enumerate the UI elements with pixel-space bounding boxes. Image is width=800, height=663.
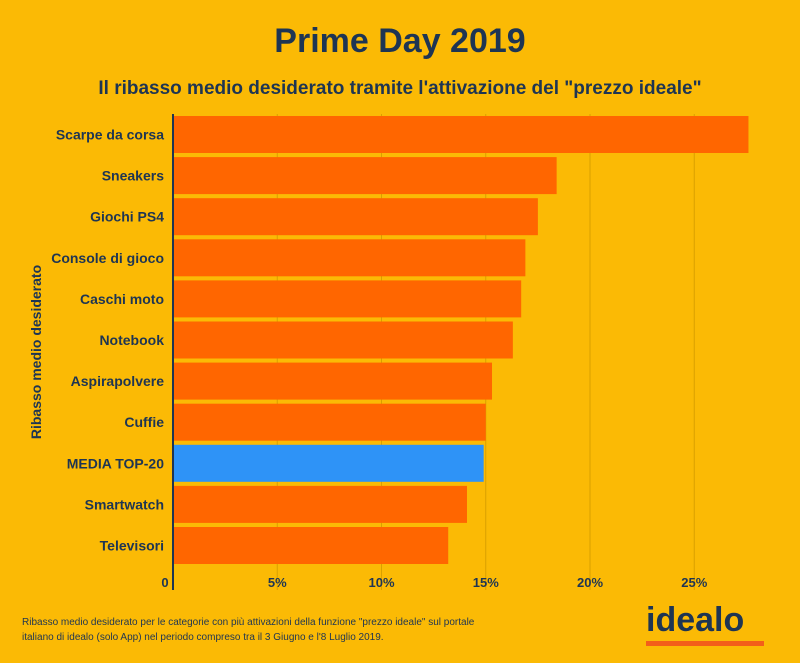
category-labels: Scarpe da corsa Sneakers Giochi PS4 Console… bbox=[51, 127, 164, 554]
x-tick-label: 25% bbox=[681, 575, 707, 590]
bar bbox=[173, 198, 538, 236]
idealo-logo[interactable]: idealo bbox=[646, 601, 745, 639]
bar bbox=[173, 116, 749, 153]
chart-title: Prime Day 2019 bbox=[274, 22, 526, 60]
bar bbox=[173, 321, 513, 359]
bar bbox=[173, 485, 467, 523]
category-label: Caschi moto bbox=[80, 291, 164, 307]
x-tick-label: 5% bbox=[268, 575, 287, 590]
chart-subtitle: Il ribasso medio desiderato tramite l'at… bbox=[98, 78, 702, 99]
logo-underline bbox=[646, 641, 764, 646]
bar-chart: Scarpe da corsa Sneakers Giochi PS4 Console… bbox=[51, 114, 749, 590]
x-tick-label: 15% bbox=[473, 575, 499, 590]
bar-highlight bbox=[173, 444, 484, 482]
category-label: Notebook bbox=[99, 332, 164, 348]
bar bbox=[173, 527, 449, 564]
category-label: Sneakers bbox=[102, 168, 164, 184]
bar bbox=[173, 280, 522, 318]
bar bbox=[173, 239, 526, 277]
category-label: Smartwatch bbox=[85, 496, 164, 512]
category-label: Televisori bbox=[100, 538, 164, 554]
category-label: Scarpe da corsa bbox=[56, 127, 164, 143]
footnote: Ribasso medio desiderato per le categori… bbox=[22, 617, 475, 643]
bars bbox=[173, 116, 749, 564]
x-tick-label: 20% bbox=[577, 575, 603, 590]
x-tick-labels: 0 5% 10% 15% 20% 25% bbox=[161, 575, 707, 590]
bar bbox=[173, 362, 493, 400]
x-tick-label: 10% bbox=[368, 575, 394, 590]
category-label: Aspirapolvere bbox=[71, 373, 165, 389]
bar bbox=[173, 157, 557, 195]
x-tick-label: 0 bbox=[161, 575, 168, 590]
category-label: Giochi PS4 bbox=[90, 209, 164, 225]
bar bbox=[173, 403, 486, 441]
category-label: Console di gioco bbox=[51, 250, 164, 266]
category-label: MEDIA TOP-20 bbox=[67, 455, 164, 471]
category-label: Cuffie bbox=[124, 414, 164, 430]
